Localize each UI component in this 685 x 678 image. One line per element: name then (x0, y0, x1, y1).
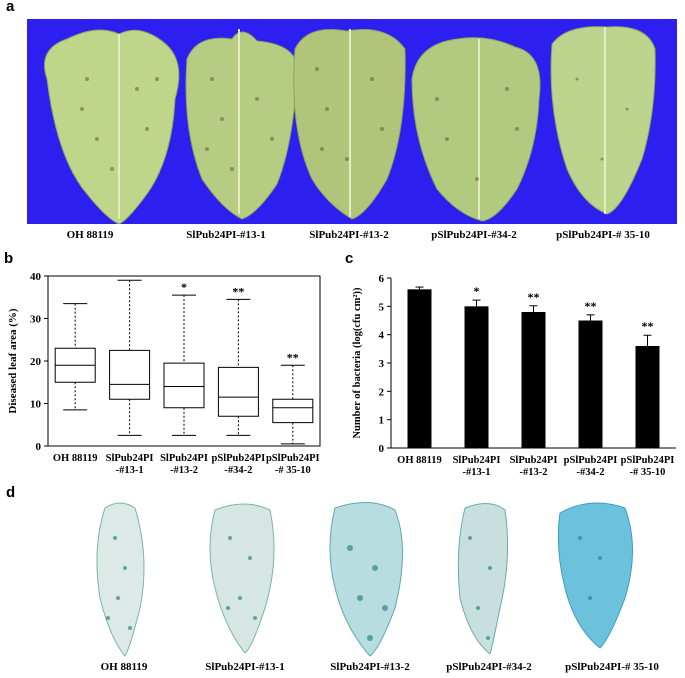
bar (407, 289, 432, 448)
panel-d-label-3: pSlPub24PI-#34-2 (446, 661, 532, 673)
x-tick-label: OH 88119 (53, 453, 98, 464)
box (163, 362, 205, 409)
y-tick-label: 30 (30, 314, 42, 326)
y-tick-label: 5 (379, 301, 385, 313)
panel-d-label-4: pSlPub24PI-# 35-10 (565, 661, 659, 673)
x-tick-label: SlPub24PI (510, 455, 558, 466)
panel-a-label-3: pSlPub24PI-#34-2 (431, 229, 517, 241)
significance-mark: ** (287, 350, 299, 364)
x-tick-label: pSlPub24PI (266, 453, 320, 464)
x-tick-label: -#13-2 (170, 465, 198, 476)
x-tick-label: SlPub24PI (106, 453, 154, 464)
stained-leaf-35-10 (557, 502, 633, 649)
x-tick-label: -#13-1 (463, 467, 491, 478)
y-tick-label: 20 (30, 356, 42, 368)
panel-a-leaf-photo (27, 19, 677, 225)
x-tick-label: -#34-2 (577, 467, 605, 478)
significance-mark: ** (232, 284, 244, 298)
bar (464, 306, 489, 448)
significance-mark: * (181, 280, 187, 294)
stained-leaf-34-2 (457, 503, 509, 655)
panel-a-label-4: pSlPub24PI-# 35-10 (556, 229, 650, 241)
bar (578, 320, 603, 448)
y-tick-label: 2 (379, 386, 385, 398)
y-tick-label: 40 (30, 271, 42, 283)
panel-a-letter: a (6, 0, 15, 15)
leaf-13-1 (185, 29, 298, 220)
leaf-35-10 (550, 26, 656, 215)
panel-a-label-0: OH 88119 (66, 229, 114, 241)
panel-d-label-1: SlPub24PI-#13-1 (205, 661, 285, 673)
x-tick-label: pSlPub24PI (621, 455, 675, 466)
leaf-13-2 (293, 28, 406, 220)
stained-leaf-13-1 (209, 503, 275, 654)
x-tick-label: -#13-2 (520, 467, 548, 478)
x-tick-label: -#34-2 (224, 465, 252, 476)
panel-a-label-2: SlPub24PI-#13-2 (309, 229, 389, 241)
y-tick-label: 4 (379, 330, 385, 342)
y-tick-label: 10 (30, 399, 42, 411)
box (109, 349, 151, 400)
significance-mark: ** (528, 290, 540, 304)
y-tick-label: 3 (379, 358, 385, 370)
significance-mark: * (474, 284, 480, 298)
significance-mark: ** (642, 319, 654, 333)
stain-spots (106, 536, 602, 641)
x-tick-label: pSlPub24PI (564, 455, 618, 466)
panel-d-label-0: OH 88119 (100, 661, 148, 673)
y-axis-label: Diseased leaf area (%) (7, 308, 19, 414)
y-tick-label: 0 (379, 443, 385, 455)
y-tick-label: 0 (36, 441, 42, 453)
bar-chart: 0 1 2 3 4 5 6 Number of bacteria (log(cfu cm²))… (352, 273, 676, 478)
x-tick-label: -# 35-10 (275, 465, 311, 476)
bar (635, 346, 660, 448)
panel-d-letter: d (6, 484, 16, 501)
leaf-34-2 (411, 37, 541, 222)
leaf-oh88119 (44, 29, 180, 225)
box-plot-chart: 0 10 20 30 40 Diseased leaf area (%) OH 88119 S… (7, 271, 321, 476)
y-tick-label: 6 (379, 273, 385, 285)
box (217, 366, 259, 417)
panel-d-label-2: SlPub24PI-#13-2 (330, 661, 410, 673)
x-tick-label: OH 88119 (397, 455, 442, 466)
significance-mark: ** (585, 299, 597, 313)
bar (521, 312, 546, 448)
y-axis-label: Number of bacteria (log(cfu cm²)) (352, 287, 363, 439)
x-tick-label: -# 35-10 (630, 467, 666, 478)
stained-leaf-oh88119 (96, 502, 145, 657)
panel-c-letter: c (345, 250, 354, 267)
y-tick-label: 1 (379, 415, 385, 427)
panel-d-leaves (96, 502, 633, 657)
x-tick-label: pSlPub24PI (212, 453, 266, 464)
box (272, 398, 314, 424)
x-tick-label: SlPub24PI (160, 453, 208, 464)
x-tick-label: -#13-1 (116, 465, 144, 476)
lesion-spots (80, 67, 629, 181)
panel-a-leaves (44, 26, 656, 225)
x-tick-label: SlPub24PI (453, 455, 501, 466)
panel-b-letter: b (4, 250, 14, 267)
panel-a-label-1: SlPub24PI-#13-1 (186, 229, 266, 241)
panel-d-stained-leaves (0, 488, 685, 658)
stained-leaf-13-2 (329, 502, 403, 657)
